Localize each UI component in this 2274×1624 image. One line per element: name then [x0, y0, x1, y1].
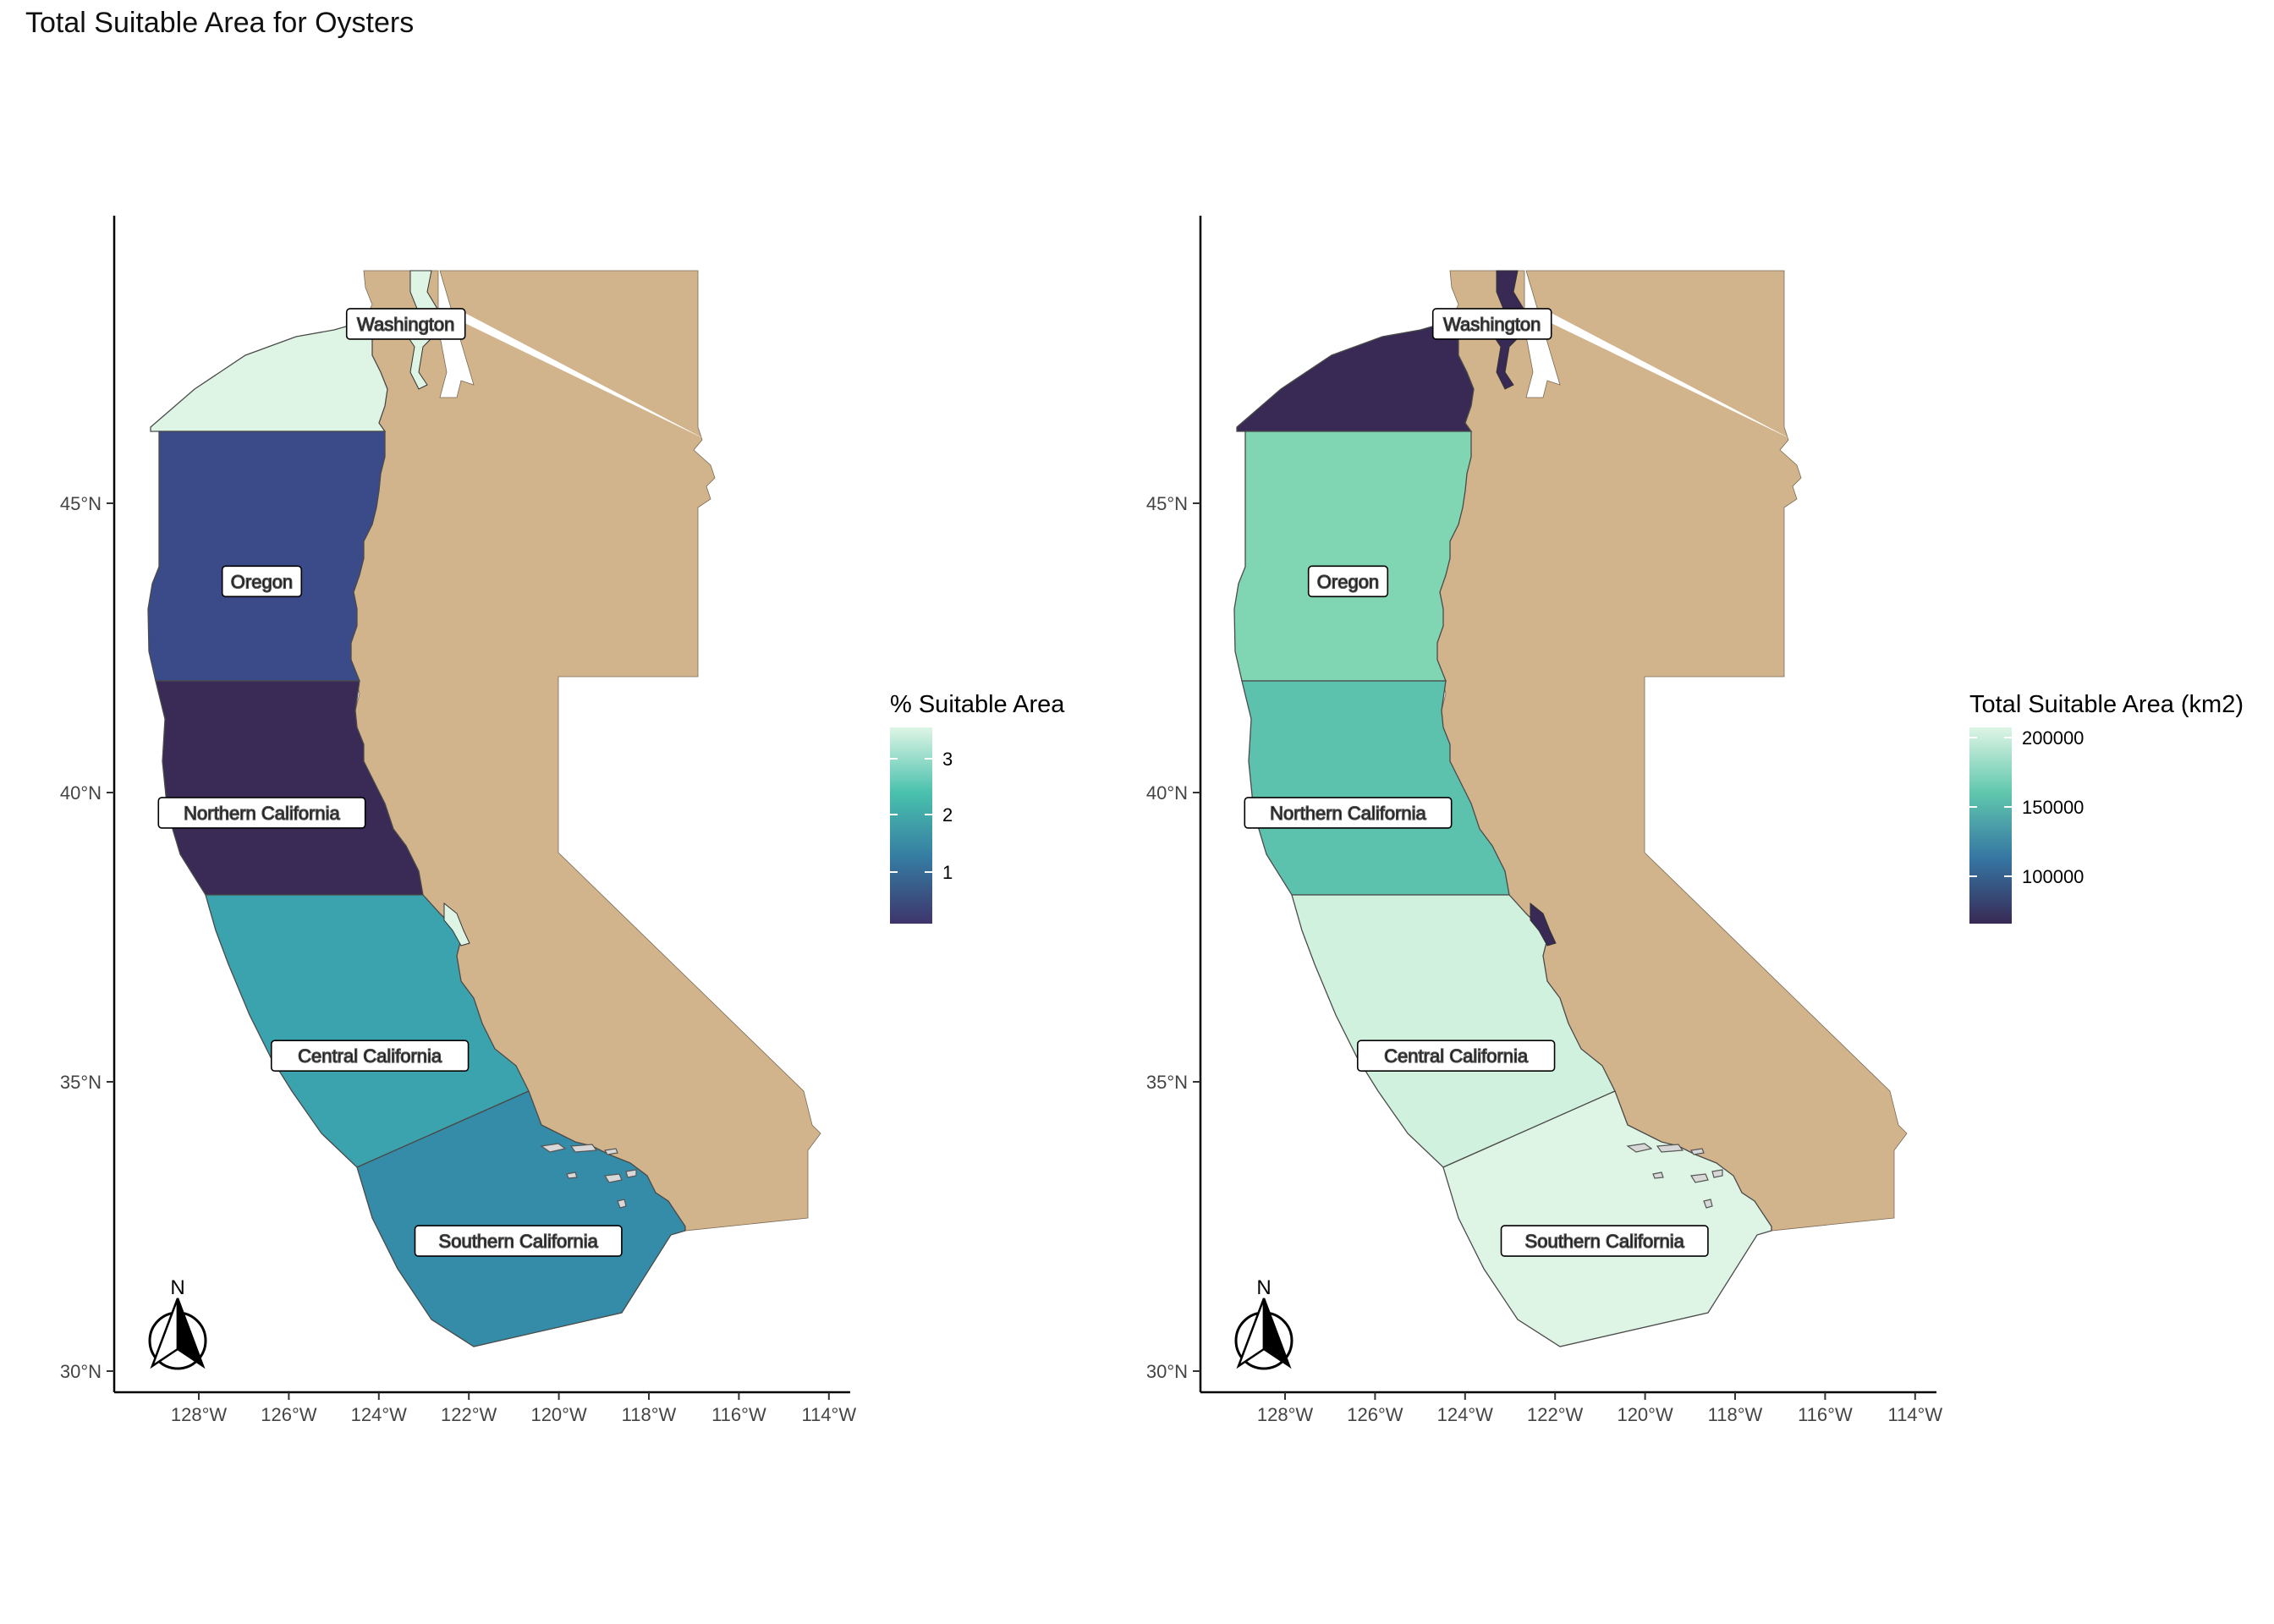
x-tick-label: 114°W [1887, 1404, 1942, 1425]
x-tick-label: 122°W [441, 1404, 497, 1425]
x-tick-label: 118°W [1708, 1404, 1763, 1425]
legend-title: % Suitable Area [890, 691, 1065, 718]
region-label: Washington [1431, 308, 1552, 340]
x-tick-label: 118°W [622, 1404, 677, 1425]
region-label: Washington [345, 308, 466, 340]
x-tick-label: 114°W [801, 1404, 856, 1425]
x-tick-label: 128°W [171, 1404, 228, 1425]
y-tick-label: 30°N [1146, 1361, 1188, 1382]
region-label-text: Oregon [231, 571, 293, 592]
y-tick-label: 45°N [60, 493, 102, 514]
y-tick-label: 30°N [60, 1361, 102, 1382]
north-label: N [1256, 1276, 1271, 1299]
region-label-text: Washington [357, 314, 454, 335]
y-tick-label: 35°N [1146, 1072, 1188, 1093]
region-label: Southern California [414, 1225, 623, 1257]
region-label: Central California [270, 1040, 470, 1073]
legend-tick-label: 200000 [2022, 727, 2084, 749]
region-label: Southern California [1500, 1225, 1709, 1257]
x-tick-label: 116°W [1798, 1404, 1853, 1425]
legend-tick-label: 1 [942, 862, 953, 883]
x-tick-label: 124°W [1437, 1404, 1494, 1425]
x-tick-label: 120°W [1617, 1404, 1673, 1425]
x-tick-label: 126°W [1347, 1404, 1403, 1425]
y-tick-label: 40°N [60, 782, 102, 804]
legend-tick-label: 2 [942, 804, 953, 826]
region-label-text: Southern California [1525, 1231, 1685, 1252]
region-label: Central California [1356, 1040, 1556, 1073]
legend-title: Total Suitable Area (km2) [1969, 691, 2244, 718]
y-tick-label: 45°N [1146, 493, 1188, 514]
x-tick-label: 122°W [1527, 1404, 1584, 1425]
legend-tick-label: 100000 [2022, 866, 2084, 887]
region-label: Northern California [157, 797, 366, 829]
region-label: Oregon [1307, 565, 1389, 598]
y-tick-label: 40°N [1146, 782, 1188, 804]
region-label: Oregon [221, 565, 303, 598]
region-label: Northern California [1244, 797, 1453, 829]
region-label-text: Northern California [1270, 803, 1426, 824]
legend-colorbar [1969, 727, 2012, 924]
region-label-text: Oregon [1317, 571, 1379, 592]
region-label-text: Southern California [439, 1231, 599, 1252]
legend-tick-label: 3 [942, 749, 953, 770]
region-label-text: Northern California [184, 803, 340, 824]
x-tick-label: 126°W [261, 1404, 317, 1425]
y-tick-label: 35°N [60, 1072, 102, 1093]
legend-tick-label: 150000 [2022, 797, 2084, 818]
region-label-text: Washington [1443, 314, 1541, 335]
region-label-text: Central California [1384, 1045, 1529, 1067]
region-label-text: Central California [298, 1045, 442, 1067]
x-tick-label: 124°W [351, 1404, 408, 1425]
page-title: Total Suitable Area for Oysters [25, 7, 415, 39]
x-tick-label: 116°W [711, 1404, 766, 1425]
x-tick-label: 128°W [1257, 1404, 1314, 1425]
north-label: N [170, 1276, 184, 1299]
x-tick-label: 120°W [530, 1404, 587, 1425]
legend-colorbar [890, 727, 932, 924]
